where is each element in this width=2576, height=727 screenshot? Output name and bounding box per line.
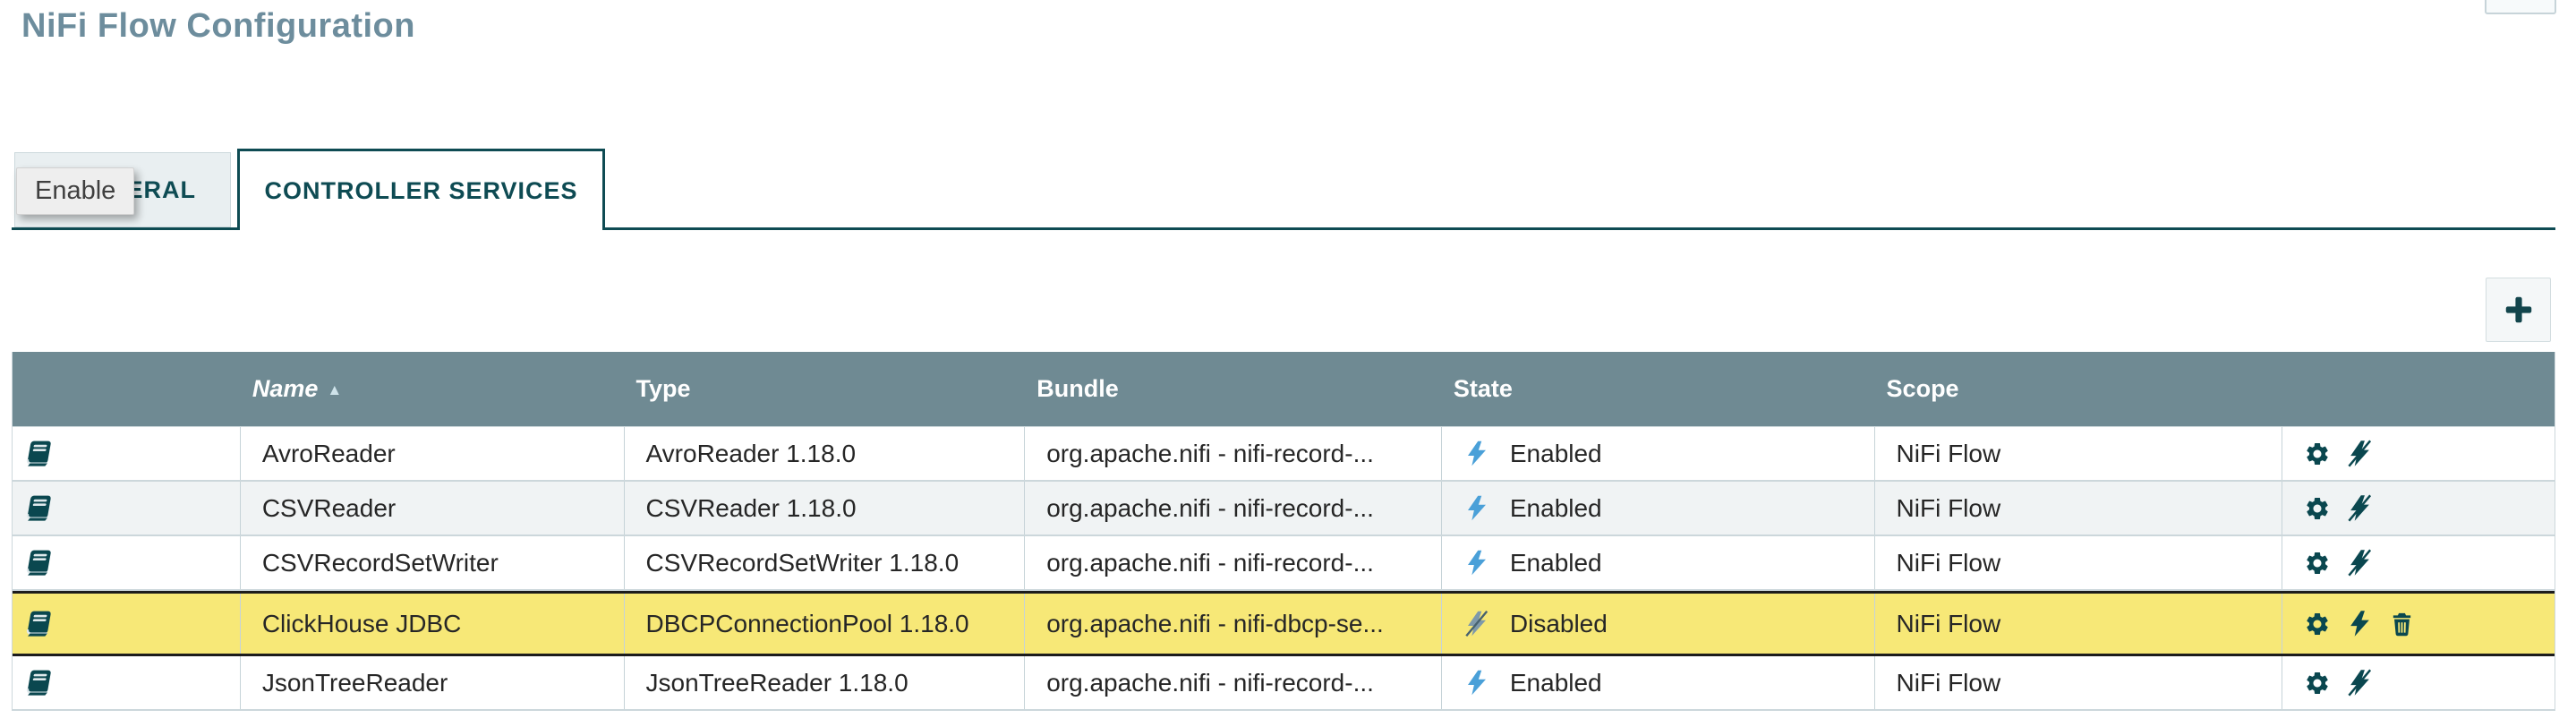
service-name: JsonTreeReader bbox=[261, 668, 448, 697]
header-scope[interactable]: Scope bbox=[1886, 375, 1959, 402]
bolt-slash-icon bbox=[2346, 549, 2374, 577]
gear-icon bbox=[2304, 440, 2331, 467]
table-row[interactable]: CSVRecordSetWriter CSVRecordSetWriter 1.… bbox=[13, 536, 2555, 591]
bolt-icon bbox=[2346, 610, 2374, 637]
bolt-slash-icon bbox=[2346, 440, 2374, 467]
service-scope: NiFi Flow bbox=[1896, 439, 2001, 467]
service-name: AvroReader bbox=[261, 439, 396, 467]
add-controller-service-button[interactable] bbox=[2486, 278, 2551, 342]
tab-controller-services-label: CONTROLLER SERVICES bbox=[264, 176, 578, 204]
service-state: Enabled bbox=[1509, 493, 1602, 522]
bolt-icon bbox=[1463, 669, 1490, 697]
header-state[interactable]: State bbox=[1453, 375, 1513, 402]
bolt-icon bbox=[1463, 440, 1490, 467]
service-name: CSVRecordSetWriter bbox=[261, 548, 499, 577]
row-actions bbox=[2282, 656, 2555, 709]
service-type: CSVRecordSetWriter 1.18.0 bbox=[645, 548, 960, 577]
service-bundle: org.apache.nifi - nifi-record-... bbox=[1046, 548, 1374, 577]
header-name[interactable]: Name ▲ bbox=[252, 375, 343, 402]
table-row[interactable]: AvroReader AvroReader 1.18.0 org.apache.… bbox=[13, 427, 2555, 482]
service-bundle: org.apache.nifi - nifi-record-... bbox=[1046, 493, 1374, 522]
service-state: Enabled bbox=[1509, 439, 1602, 467]
service-state: Enabled bbox=[1509, 548, 1602, 577]
configure-button[interactable] bbox=[2304, 550, 2331, 577]
page-title: NiFi Flow Configuration bbox=[21, 7, 415, 45]
service-bundle: org.apache.nifi - nifi-record-... bbox=[1046, 668, 1374, 697]
header-icon-column bbox=[13, 352, 240, 426]
service-type: CSVReader 1.18.0 bbox=[645, 493, 857, 522]
service-state: Enabled bbox=[1509, 668, 1602, 697]
row-actions bbox=[2282, 482, 2555, 535]
service-type: AvroReader 1.18.0 bbox=[645, 439, 857, 467]
table-body: AvroReader AvroReader 1.18.0 org.apache.… bbox=[13, 427, 2555, 711]
book-icon[interactable] bbox=[23, 669, 55, 697]
gear-icon bbox=[2304, 550, 2331, 577]
header-bundle[interactable]: Bundle bbox=[1036, 375, 1119, 402]
row-actions bbox=[2282, 427, 2555, 480]
bolt-slash-icon bbox=[2346, 494, 2374, 522]
service-scope: NiFi Flow bbox=[1896, 609, 2001, 637]
service-type: JsonTreeReader 1.18.0 bbox=[645, 668, 908, 697]
service-bundle: org.apache.nifi - nifi-record-... bbox=[1046, 439, 1374, 467]
table-row[interactable]: CSVReader CSVReader 1.18.0 org.apache.ni… bbox=[13, 482, 2555, 536]
bolt-icon bbox=[1463, 494, 1490, 522]
partial-button[interactable] bbox=[2485, 0, 2556, 14]
configure-button[interactable] bbox=[2304, 495, 2331, 522]
service-scope: NiFi Flow bbox=[1896, 548, 2001, 577]
row-actions bbox=[2282, 594, 2555, 654]
disable-button[interactable] bbox=[2346, 549, 2374, 577]
gear-icon bbox=[2304, 495, 2331, 522]
book-icon[interactable] bbox=[23, 440, 55, 467]
service-name: ClickHouse JDBC bbox=[261, 609, 462, 637]
table-header-row: Name ▲ Type Bundle State Scope bbox=[13, 352, 2555, 427]
caret-up-icon: ▲ bbox=[327, 381, 343, 398]
service-type: DBCPConnectionPool 1.18.0 bbox=[645, 609, 969, 637]
header-actions-column bbox=[2282, 352, 2555, 426]
header-type[interactable]: Type bbox=[635, 375, 691, 402]
tab-controller-services[interactable]: CONTROLLER SERVICES bbox=[237, 149, 605, 230]
plus-icon bbox=[2503, 294, 2535, 326]
trash-icon bbox=[2389, 611, 2415, 637]
table-row[interactable]: ClickHouse JDBC DBCPConnectionPool 1.18.… bbox=[13, 591, 2555, 656]
book-icon[interactable] bbox=[23, 494, 55, 522]
service-state: Disabled bbox=[1509, 609, 1608, 637]
service-scope: NiFi Flow bbox=[1896, 668, 2001, 697]
disable-button[interactable] bbox=[2346, 494, 2374, 522]
service-scope: NiFi Flow bbox=[1896, 493, 2001, 522]
enable-tooltip: Enable bbox=[16, 167, 135, 215]
bolt-slash-icon bbox=[2346, 669, 2374, 697]
service-name: CSVReader bbox=[261, 493, 397, 522]
gear-icon bbox=[2304, 670, 2331, 697]
bolt-icon bbox=[1463, 549, 1490, 577]
row-actions bbox=[2282, 536, 2555, 589]
gear-icon bbox=[2304, 611, 2331, 637]
configure-button[interactable] bbox=[2304, 670, 2331, 697]
bolt-slash-icon bbox=[1463, 610, 1490, 637]
configure-button[interactable] bbox=[2304, 611, 2331, 637]
tab-strip-divider bbox=[12, 227, 2555, 230]
controller-services-table: Name ▲ Type Bundle State Scope AvroReade… bbox=[12, 352, 2555, 711]
delete-button[interactable] bbox=[2389, 611, 2415, 637]
service-bundle: org.apache.nifi - nifi-dbcp-se... bbox=[1046, 609, 1384, 637]
disable-button[interactable] bbox=[2346, 669, 2374, 697]
table-row[interactable]: JsonTreeReader JsonTreeReader 1.18.0 org… bbox=[13, 656, 2555, 711]
book-icon[interactable] bbox=[23, 610, 55, 637]
configure-button[interactable] bbox=[2304, 440, 2331, 467]
book-icon[interactable] bbox=[23, 549, 55, 577]
enable-button[interactable] bbox=[2346, 610, 2374, 637]
disable-button[interactable] bbox=[2346, 440, 2374, 467]
